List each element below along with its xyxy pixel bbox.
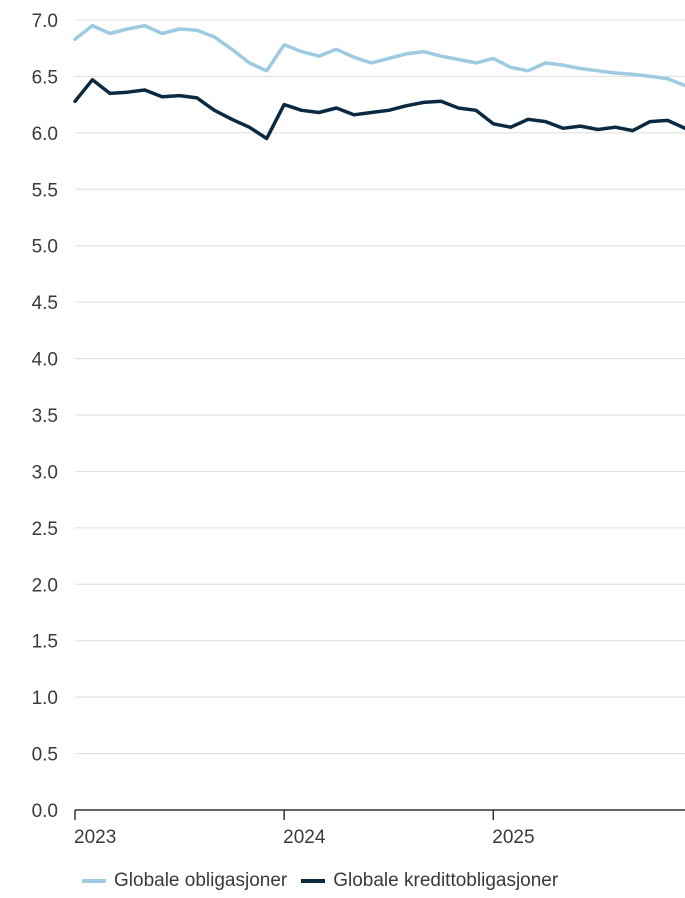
y-tick-label: 3.5 <box>32 406 58 427</box>
y-tick-label: 1.0 <box>32 688 58 709</box>
x-tick-label: 2025 <box>492 827 534 848</box>
series-line-globale-kredittobligasjoner <box>73 78 685 141</box>
x-tick-label: 2024 <box>283 827 326 848</box>
y-tick-label: 6.0 <box>32 124 58 145</box>
legend-label-globale-kredittobligasjoner: Globale kredittobligasjoner <box>333 870 559 891</box>
legend: Globale obligasjoner Globale kredittobli… <box>82 870 572 892</box>
line-chart: 0.0 0.5 1.0 1.5 2.0 2.5 3.0 3.5 4.0 4.5 5.0 5.5 6.0 6… <box>32 11 685 848</box>
y-tick-label: 4.5 <box>32 293 58 314</box>
x-axis-tick-labels: 2023 2024 2025 <box>74 827 535 848</box>
legend-item-globale-obligasjoner: Globale obligasjoner <box>82 870 287 892</box>
y-axis-tick-labels: 0.0 0.5 1.0 1.5 2.0 2.5 3.0 3.5 4.0 4.5 5.0 5.5 6.0 6… <box>32 11 58 822</box>
legend-swatch-globale-kredittobligasjoner <box>301 879 326 883</box>
y-tick-label: 4.0 <box>32 350 58 371</box>
y-tick-label: 1.5 <box>32 632 58 653</box>
legend-swatch-globale-obligasjoner <box>82 879 106 883</box>
x-tick-label: 2023 <box>74 827 116 848</box>
legend-item-globale-kredittobligasjoner: Globale kredittobligasjoner <box>301 870 558 892</box>
y-tick-label: 0.0 <box>32 801 58 822</box>
legend-label-globale-obligasjoner: Globale obligasjoner <box>114 870 288 891</box>
y-tick-label: 6.5 <box>32 67 58 88</box>
y-tick-label: 0.5 <box>32 745 58 766</box>
y-tick-label: 7.0 <box>32 11 58 32</box>
y-tick-label: 5.0 <box>32 237 58 258</box>
y-tick-label: 5.5 <box>32 180 58 201</box>
gridlines <box>75 19 685 755</box>
series-lines <box>73 23 685 141</box>
y-tick-label: 3.0 <box>32 462 58 483</box>
x-axis <box>74 809 685 820</box>
series-line-globale-obligasjoner <box>73 23 685 88</box>
y-tick-label: 2.5 <box>32 519 58 540</box>
y-tick-label: 2.0 <box>32 575 58 596</box>
